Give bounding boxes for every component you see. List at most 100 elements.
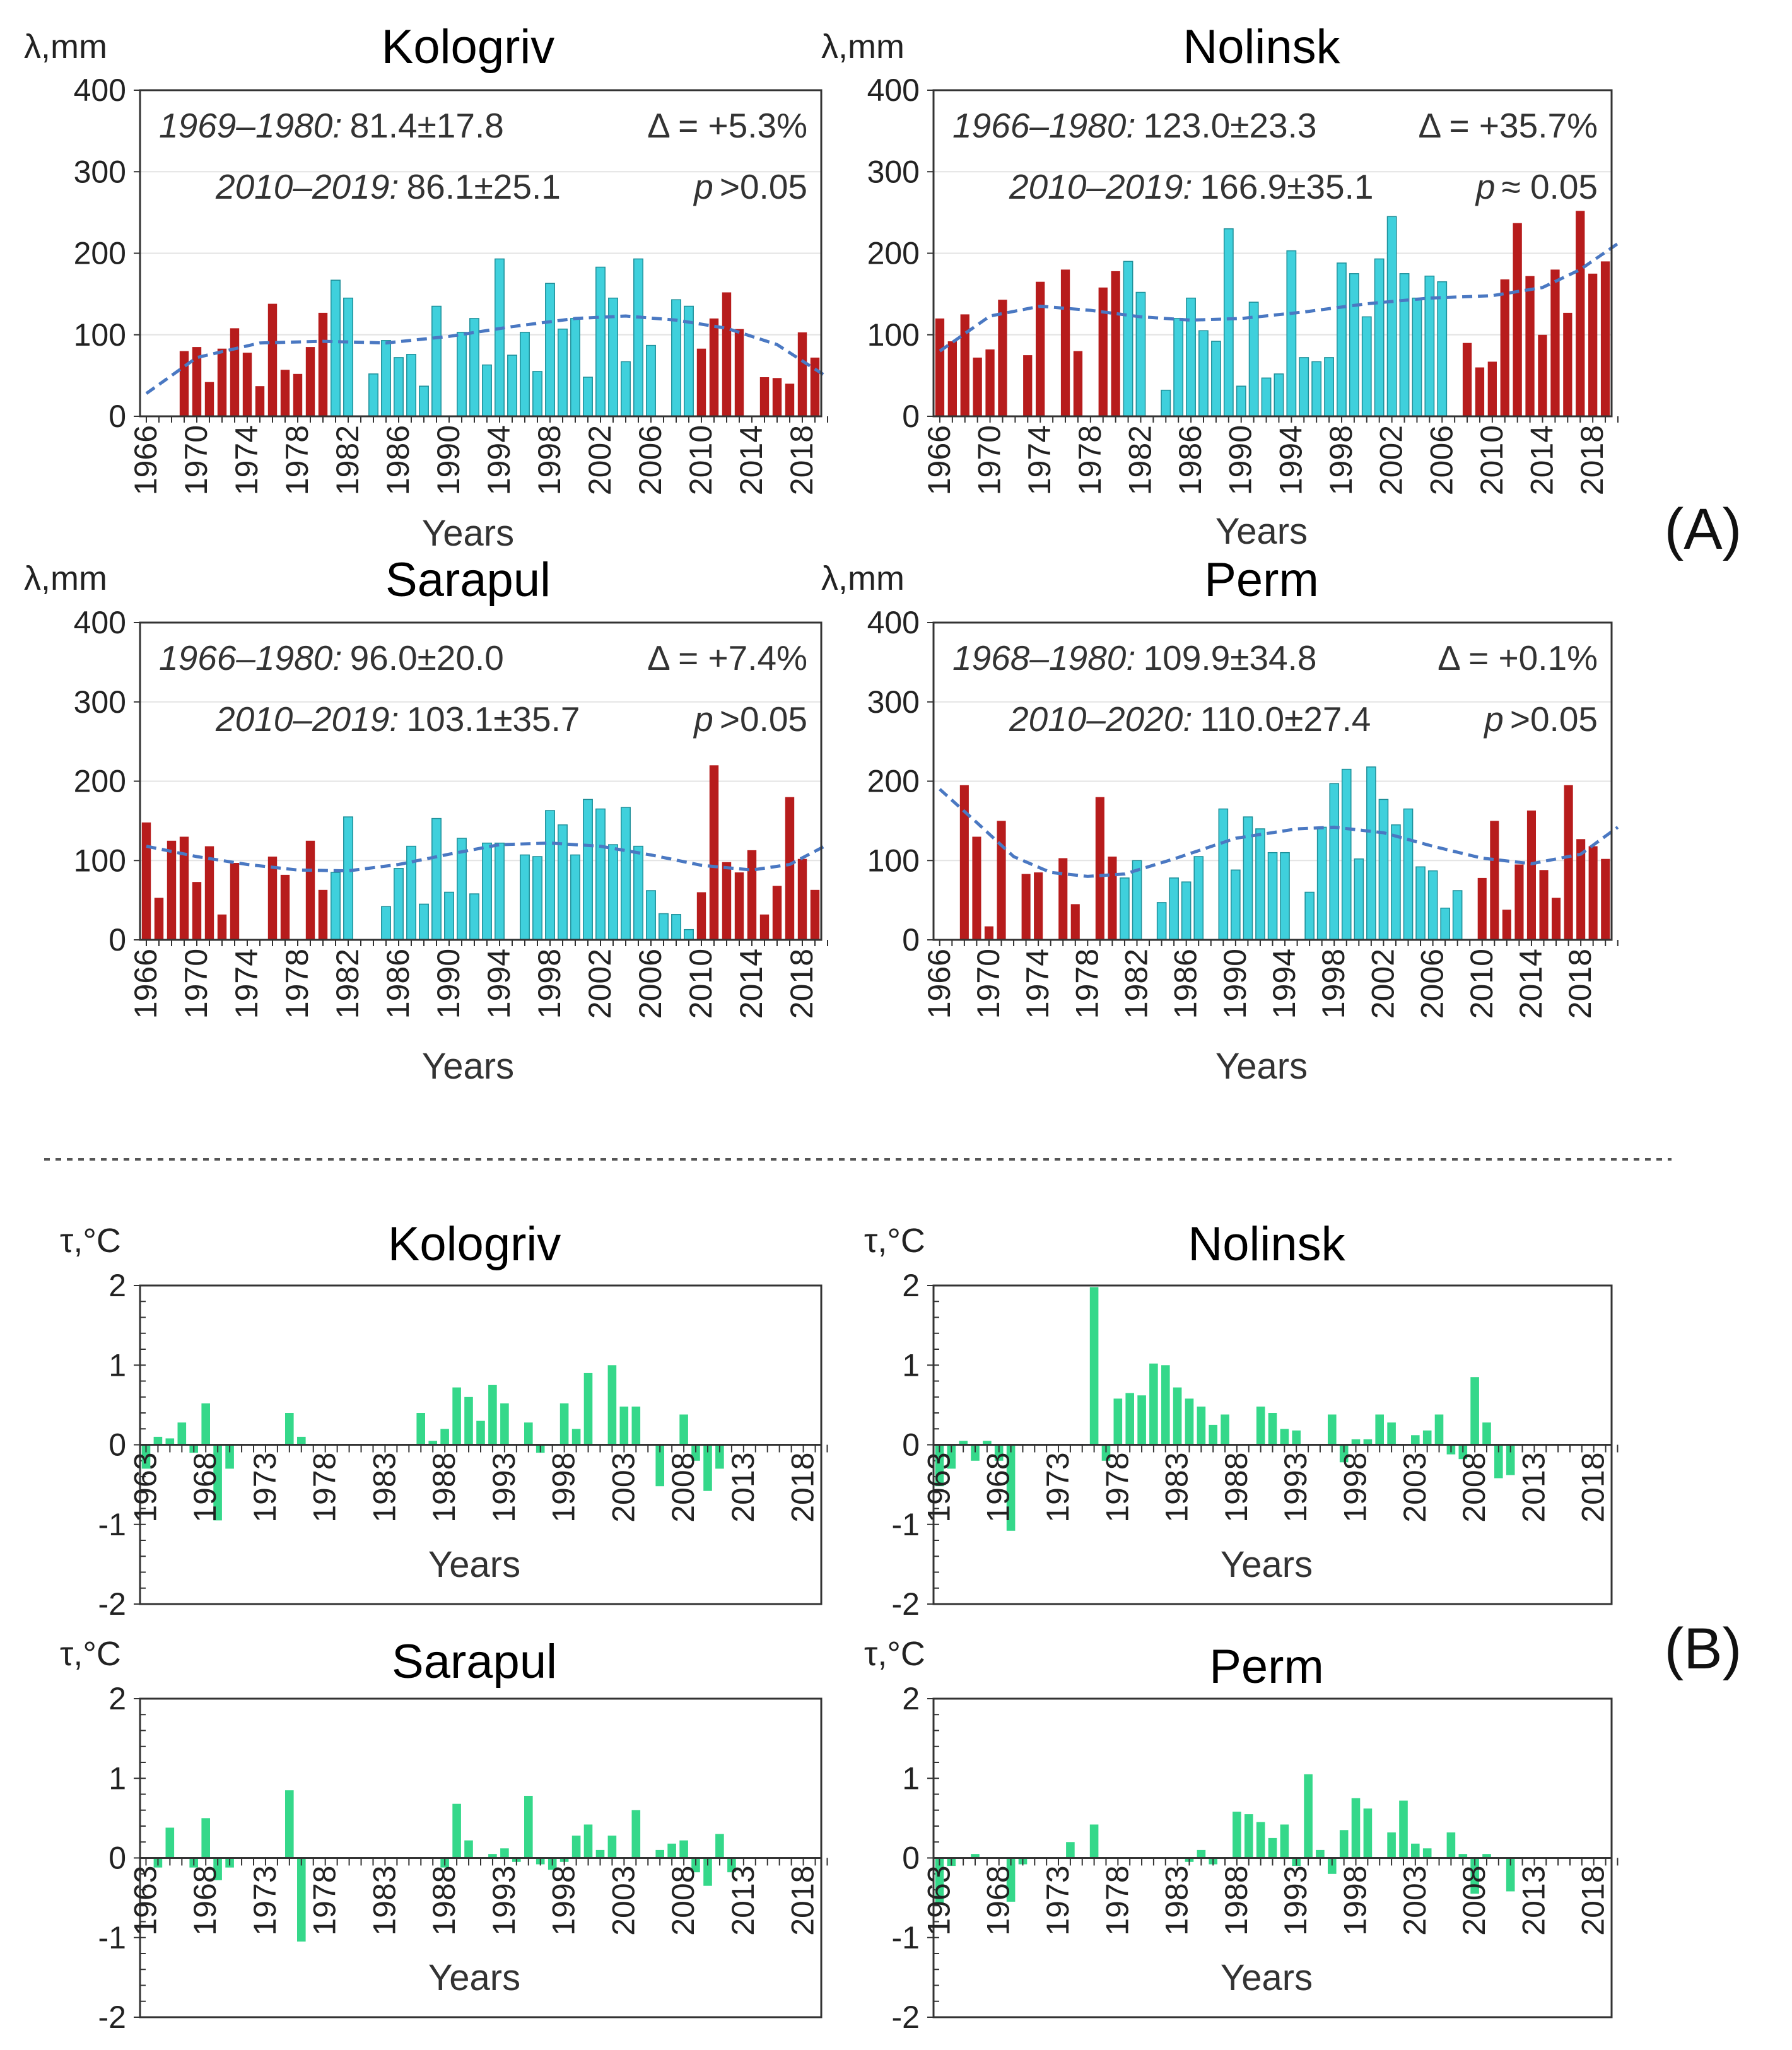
bar-2012	[1513, 223, 1522, 416]
x-tick-label: 1978	[279, 949, 315, 1019]
bar-1976	[1060, 269, 1070, 416]
bar-2008	[671, 914, 681, 940]
trend-line	[145, 314, 829, 395]
bar-1981	[1120, 877, 1130, 940]
bar-1978	[293, 373, 303, 416]
x-tick-label: 2018	[784, 949, 819, 1019]
bar-1993	[1267, 852, 1278, 940]
panel-label-a: (A)	[1665, 497, 1742, 561]
bar-2007	[1440, 907, 1450, 940]
bar-1976	[1058, 858, 1068, 940]
bar-1990	[1231, 869, 1241, 940]
bar-1989	[431, 305, 442, 417]
x-tick-label: 1966	[128, 949, 163, 1019]
period1-stat: 1968–1980: 109.9±34.8	[952, 638, 1316, 677]
bar-1980	[318, 312, 328, 416]
y-tick-label: 200	[74, 236, 126, 271]
bar-1982	[1135, 291, 1146, 417]
delta-value: Δ = +0.1%	[1438, 638, 1598, 677]
bar-1965	[165, 1438, 175, 1445]
period1-stat: 1969–1980: 81.4±17.8	[159, 106, 504, 145]
bar-2015	[1539, 870, 1549, 940]
bar-2010	[1494, 1444, 1503, 1479]
bar-1984	[1161, 389, 1171, 417]
y-tick-label: 300	[867, 684, 920, 720]
bar-1997	[1324, 357, 1334, 417]
bar-1987	[1221, 1414, 1229, 1445]
period2-value: 166.9±35.1	[1200, 167, 1374, 206]
bar-1991	[476, 1420, 485, 1445]
bar-2014	[1526, 811, 1536, 940]
bar-1974	[1066, 1842, 1075, 1858]
bar-2020	[1601, 858, 1610, 940]
panel-label-b: (B)	[1665, 1617, 1742, 1681]
bar-2005	[1434, 1414, 1444, 1445]
y-tick-label: 0	[902, 1427, 920, 1463]
bar-1988	[419, 385, 429, 417]
x-tick-label: 2018	[1576, 1865, 1611, 1935]
bar-2002	[1386, 216, 1397, 417]
bar-1965	[165, 1827, 175, 1858]
bar-1973	[1021, 874, 1031, 940]
y-tick-label: -2	[892, 2000, 920, 2035]
period1-value: 96.0±20.0	[350, 638, 504, 677]
bar-2018	[1576, 839, 1586, 940]
bar-1986	[1209, 1424, 1217, 1445]
x-tick-label: 2008	[665, 1452, 701, 1522]
chart-title: Sarapul	[385, 553, 551, 607]
bar-2012	[722, 292, 732, 416]
x-axis-label: Years	[1215, 1046, 1308, 1087]
y-tick-label: 2	[108, 1681, 126, 1716]
bar-1986	[394, 868, 404, 940]
x-tick-label: 1983	[366, 1865, 402, 1935]
bar-1980	[318, 889, 328, 940]
p-label: p	[1483, 700, 1504, 739]
bar-1968	[959, 785, 969, 940]
bar-1989	[431, 817, 442, 940]
bar-1966	[141, 822, 151, 940]
x-tick-label: 1988	[1219, 1452, 1254, 1522]
x-tick-label: 2008	[665, 1865, 701, 1935]
plot-frame	[932, 1284, 1613, 1605]
period2-stat: 2010–2019: 166.9±35.1	[1009, 167, 1373, 206]
x-tick-label: 2002	[1374, 425, 1409, 495]
bar-1976	[1089, 1824, 1099, 1858]
bar-1993	[482, 842, 492, 940]
bar-2018	[797, 332, 807, 416]
bar-1989	[1223, 228, 1234, 417]
bar-2018	[797, 858, 807, 940]
bar-1976	[297, 1436, 306, 1445]
x-tick-label: 1974	[1020, 949, 1055, 1019]
chart-title: Perm	[1209, 1640, 1324, 1694]
bar-1990	[464, 1840, 473, 1858]
x-tick-label: 1968	[187, 1865, 223, 1935]
y-tick-label: 100	[867, 317, 920, 353]
bar-1979	[305, 347, 315, 416]
y-axis-label: τ,°C	[60, 1635, 121, 1673]
y-tick-label: 200	[74, 764, 126, 799]
bar-1985	[1197, 1849, 1206, 1858]
bar-2001	[595, 1849, 605, 1858]
p-value: >0.05	[720, 700, 807, 739]
y-tick-label: 400	[74, 605, 126, 640]
x-tick-label: 1978	[1099, 1452, 1135, 1522]
bar-2010	[703, 1858, 712, 1886]
x-tick-label: 2014	[734, 949, 769, 1019]
bar-2003	[1399, 273, 1410, 417]
y-axis-label: λ,mm	[24, 28, 107, 66]
bar-1992	[469, 893, 479, 940]
x-tick-label: 1990	[431, 949, 466, 1019]
bar-1977	[1101, 1444, 1111, 1461]
bar-1991	[1268, 1413, 1277, 1445]
y-tick-label: 2	[902, 1268, 920, 1303]
x-tick-label: 1998	[1338, 1865, 1373, 1935]
bar-2004	[1412, 297, 1422, 417]
x-tick-label: 2018	[1574, 425, 1610, 495]
x-tick-label: 1982	[330, 425, 365, 495]
bar-1973	[1023, 355, 1033, 416]
bar-2005	[1415, 866, 1426, 940]
bar-2013	[734, 872, 744, 940]
x-tick-label: 2003	[606, 1453, 641, 1523]
period2-label: 2010–2019:	[1009, 167, 1193, 206]
bar-1998	[1329, 783, 1340, 940]
